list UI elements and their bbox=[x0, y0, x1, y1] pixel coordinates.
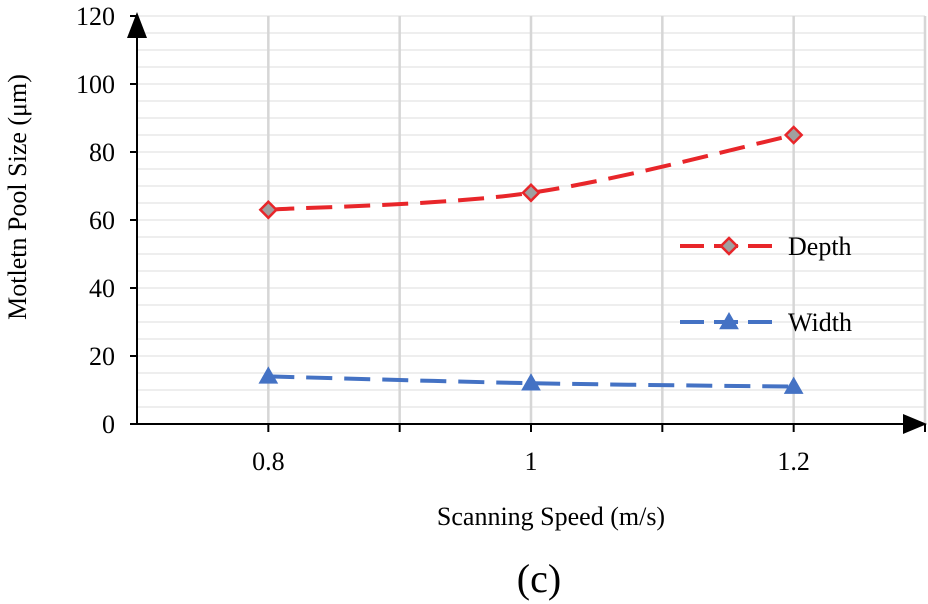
x-axis-arrow bbox=[903, 414, 927, 434]
x-ticks: 0.8 1 1.2 bbox=[252, 424, 926, 476]
y-tick-label: 0 bbox=[102, 410, 115, 439]
x-tick-label: 1.2 bbox=[777, 447, 810, 476]
x-axis-title: Scanning Speed (m/s) bbox=[437, 502, 665, 531]
legend-marker-depth bbox=[719, 236, 739, 256]
series-line-depth bbox=[268, 133, 795, 212]
y-tick-label: 40 bbox=[89, 274, 115, 303]
data-point-width bbox=[521, 373, 541, 391]
legend-label-depth: Depth bbox=[788, 232, 852, 261]
series-line-width bbox=[268, 374, 794, 389]
x-tick-label: 0.8 bbox=[252, 447, 285, 476]
series-group bbox=[258, 125, 804, 394]
legend-label-width: Width bbox=[788, 308, 852, 337]
data-point-depth bbox=[783, 125, 804, 145]
data-point-width bbox=[783, 376, 804, 394]
legend: Depth Width bbox=[680, 232, 852, 337]
y-tick-label: 20 bbox=[89, 342, 115, 371]
y-tick-label: 80 bbox=[89, 138, 115, 167]
y-tick-label: 100 bbox=[76, 70, 115, 99]
x-tick-label: 1 bbox=[525, 447, 538, 476]
legend-marker-width bbox=[719, 311, 739, 330]
y-tick-label: 120 bbox=[76, 2, 115, 31]
y-tick-label: 60 bbox=[89, 206, 115, 235]
grid bbox=[137, 15, 927, 425]
data-point-depth bbox=[521, 183, 541, 203]
y-axis-title: Motletn Pool Size (μm) bbox=[3, 74, 32, 320]
data-point-width bbox=[258, 366, 279, 384]
axes bbox=[127, 12, 927, 434]
y-ticks: 0 20 40 60 80 100 120 bbox=[76, 2, 137, 439]
data-point-depth bbox=[258, 200, 279, 220]
figure-caption: (c) bbox=[517, 556, 561, 601]
y-axis-arrow bbox=[127, 12, 147, 38]
